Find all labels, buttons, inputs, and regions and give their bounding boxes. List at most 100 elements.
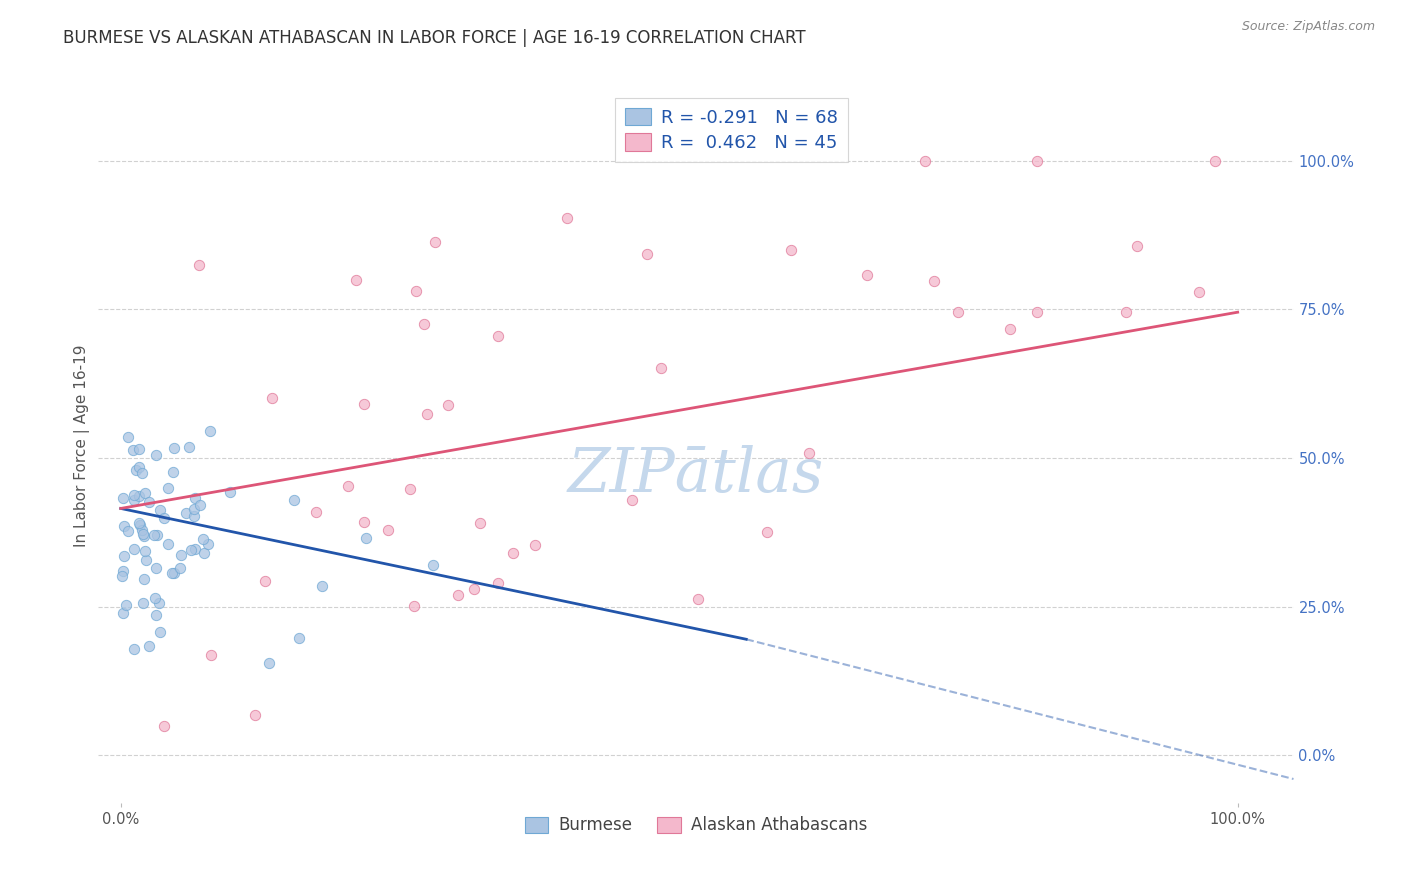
Point bbox=[183, 502, 205, 516]
Point bbox=[117, 524, 139, 538]
Point bbox=[128, 518, 150, 533]
Point bbox=[377, 523, 399, 537]
Point bbox=[145, 608, 167, 623]
Point bbox=[219, 485, 242, 500]
Point bbox=[128, 459, 150, 474]
Point bbox=[423, 235, 446, 250]
Point bbox=[184, 541, 207, 556]
Point bbox=[187, 258, 209, 272]
Point bbox=[948, 305, 970, 319]
Point bbox=[346, 273, 368, 287]
Point bbox=[555, 211, 578, 226]
Point bbox=[111, 564, 134, 578]
Point bbox=[117, 430, 139, 444]
Point bbox=[524, 538, 547, 552]
Point bbox=[254, 574, 277, 588]
Text: ZIPātlas: ZIPātlas bbox=[568, 444, 824, 505]
Point bbox=[146, 527, 169, 541]
Point bbox=[257, 657, 280, 671]
Point bbox=[756, 525, 779, 540]
Point bbox=[1025, 305, 1047, 319]
Point bbox=[149, 625, 172, 640]
Legend: Burmese, Alaskan Athabascans: Burmese, Alaskan Athabascans bbox=[519, 810, 873, 841]
Point bbox=[135, 552, 157, 566]
Point bbox=[142, 528, 165, 542]
Text: BURMESE VS ALASKAN ATHABASCAN IN LABOR FORCE | AGE 16-19 CORRELATION CHART: BURMESE VS ALASKAN ATHABASCAN IN LABOR F… bbox=[63, 29, 806, 46]
Point bbox=[399, 483, 422, 497]
Point bbox=[124, 493, 146, 508]
Point bbox=[502, 546, 524, 560]
Point bbox=[162, 465, 184, 479]
Point bbox=[145, 448, 167, 462]
Point bbox=[447, 588, 470, 602]
Point bbox=[134, 528, 156, 542]
Point bbox=[191, 532, 214, 546]
Point bbox=[132, 596, 155, 610]
Point bbox=[262, 391, 284, 405]
Point bbox=[914, 153, 936, 168]
Point bbox=[283, 492, 305, 507]
Point bbox=[437, 398, 460, 412]
Point bbox=[128, 516, 150, 531]
Point bbox=[112, 519, 135, 533]
Point bbox=[353, 397, 375, 411]
Point bbox=[1204, 153, 1226, 168]
Point bbox=[157, 481, 180, 495]
Point bbox=[198, 424, 221, 438]
Point bbox=[122, 442, 145, 457]
Point bbox=[128, 489, 150, 503]
Point bbox=[1025, 153, 1047, 168]
Point bbox=[131, 467, 153, 481]
Point bbox=[122, 488, 145, 502]
Point bbox=[180, 543, 202, 558]
Point bbox=[163, 442, 186, 456]
Y-axis label: In Labor Force | Age 16-19: In Labor Force | Age 16-19 bbox=[75, 344, 90, 548]
Point bbox=[468, 516, 491, 530]
Point bbox=[336, 479, 359, 493]
Point bbox=[148, 596, 170, 610]
Point bbox=[405, 284, 427, 298]
Point bbox=[402, 599, 425, 613]
Point bbox=[169, 561, 191, 575]
Point bbox=[112, 549, 135, 563]
Point bbox=[621, 492, 644, 507]
Point bbox=[780, 243, 803, 257]
Point bbox=[138, 639, 160, 653]
Point bbox=[132, 527, 155, 541]
Point bbox=[998, 322, 1021, 336]
Point bbox=[1115, 305, 1137, 319]
Point bbox=[122, 541, 145, 556]
Point bbox=[353, 515, 375, 529]
Point bbox=[1188, 285, 1211, 299]
Point bbox=[153, 511, 176, 525]
Point bbox=[856, 268, 879, 282]
Point bbox=[174, 506, 197, 520]
Point bbox=[193, 546, 215, 560]
Point bbox=[486, 329, 509, 343]
Point bbox=[122, 642, 145, 657]
Point bbox=[132, 572, 155, 586]
Point bbox=[153, 719, 176, 733]
Text: Source: ZipAtlas.com: Source: ZipAtlas.com bbox=[1241, 20, 1375, 33]
Point bbox=[163, 566, 186, 580]
Point bbox=[115, 598, 138, 612]
Point bbox=[243, 708, 266, 723]
Point bbox=[288, 631, 311, 645]
Point bbox=[486, 576, 509, 591]
Point bbox=[138, 494, 160, 508]
Point bbox=[170, 548, 193, 562]
Point bbox=[145, 561, 167, 575]
Point bbox=[157, 537, 180, 551]
Point bbox=[416, 407, 439, 421]
Point bbox=[305, 505, 328, 519]
Point bbox=[131, 523, 153, 537]
Point bbox=[125, 463, 148, 477]
Point bbox=[1126, 239, 1149, 253]
Point bbox=[922, 274, 945, 288]
Point bbox=[162, 566, 184, 581]
Point bbox=[134, 486, 156, 500]
Point bbox=[188, 499, 211, 513]
Point bbox=[688, 592, 710, 607]
Point bbox=[799, 446, 821, 460]
Point bbox=[197, 537, 219, 551]
